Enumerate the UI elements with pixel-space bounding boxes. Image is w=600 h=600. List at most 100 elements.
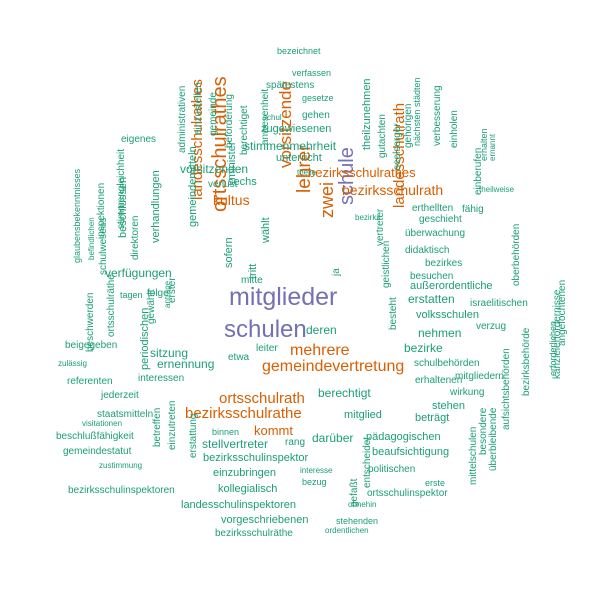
word-verfuegungen: verfügungen bbox=[105, 266, 172, 280]
word-vorsitzenden: vorsitzenden bbox=[180, 162, 249, 176]
word-bezirksschulrathes: bezirksschulrathes bbox=[308, 165, 416, 180]
word-bezug: bezug bbox=[302, 477, 327, 487]
word-ernennung: ernennung bbox=[157, 357, 215, 371]
word-mitglieder: mitglieder bbox=[229, 283, 338, 311]
word-bezirkes: bezirkes bbox=[425, 258, 463, 269]
word-bezirksschulrathe: bezirksschulrathe bbox=[185, 405, 302, 422]
word-gehen: gehen bbox=[302, 110, 330, 121]
word-betraegt: beträgt bbox=[415, 412, 450, 424]
word-verlust: verlust bbox=[208, 179, 238, 190]
word-gesetze: gesetze bbox=[302, 93, 334, 103]
word-gutachten: gutachten bbox=[377, 114, 388, 158]
word-kollegialisch: kollegialisch bbox=[218, 483, 278, 495]
word-ortsschulinspektor: ortsschulinspektor bbox=[367, 488, 448, 499]
word-bezirksschulinspektoren: bezirksschulinspektoren bbox=[68, 485, 175, 496]
word-befindlichen: befindlichen bbox=[87, 217, 96, 260]
word-erstattung: erstattung bbox=[188, 413, 199, 458]
word-deren: deren bbox=[306, 323, 337, 337]
word-interesse: interesse bbox=[300, 466, 333, 475]
word-darueber: darüber bbox=[312, 431, 354, 445]
word-verzug: verzug bbox=[476, 321, 507, 332]
word-verbesserung: verbesserung bbox=[432, 85, 443, 146]
word-besuchen: besuchen bbox=[410, 271, 454, 282]
word-geschieht: geschieht bbox=[419, 214, 462, 225]
word-gemeindevertretung: gemeindevertretung bbox=[262, 358, 405, 375]
word-rang: rang bbox=[285, 437, 306, 448]
word-volksschulen: volksschulen bbox=[416, 309, 479, 321]
word-erste: erste bbox=[425, 478, 446, 488]
word-schulbehoerden: schulbehörden bbox=[414, 358, 480, 369]
word-ja: ja bbox=[331, 268, 342, 276]
word-theile: theile bbox=[297, 168, 317, 177]
word-zulaessig: zulässig bbox=[58, 359, 87, 368]
word-einzustellen: einzustellen bbox=[193, 82, 204, 135]
word-stimmenmehrheit: stimmenmehrheit bbox=[244, 139, 337, 153]
word-gemeindestatut: gemeindestatut bbox=[63, 446, 132, 457]
word-sitzung: sitzung bbox=[150, 346, 189, 360]
word-direktoren: direktoren bbox=[130, 215, 141, 260]
word-bezirksschulinspektor: bezirksschulinspektor bbox=[203, 452, 309, 464]
word-anwesenheit: anwesenheit bbox=[260, 88, 271, 145]
word-referenten: referenten bbox=[67, 376, 113, 387]
word-administrativen: administrativen bbox=[177, 85, 188, 153]
word-visitationen: visitationen bbox=[82, 419, 123, 428]
word-naechsten-staedten: nächsten städten bbox=[412, 77, 422, 146]
word-folge: folge bbox=[147, 288, 169, 299]
word-stehenden: stehenden bbox=[336, 516, 379, 526]
word-leiter: leiter bbox=[256, 343, 278, 354]
word-glaubensbekenntnisses: glaubensbekenntnisses bbox=[72, 168, 82, 263]
word-wirkung: wirkung bbox=[450, 387, 485, 398]
word-etwa: etwa bbox=[228, 352, 250, 363]
word-erstatten: erstatten bbox=[408, 292, 455, 306]
word-mitte: mitte bbox=[241, 275, 263, 286]
word-einzutreten: einzutreten bbox=[167, 400, 178, 450]
word-interessen: interessen bbox=[138, 373, 185, 384]
word-einzubringen: einzubringen bbox=[213, 467, 276, 479]
word-bezirks: bezirks bbox=[355, 213, 381, 222]
word-erthellten: erthellten bbox=[412, 203, 454, 214]
word-erforderlichen: erforderlichen bbox=[548, 320, 558, 376]
word-befoerderung: beförderung bbox=[224, 94, 235, 148]
word-schulwesens: schulwesens bbox=[98, 217, 109, 275]
word-ueberwachung: überwachung bbox=[405, 228, 466, 239]
word-zwei: zwei bbox=[317, 181, 337, 218]
word-ortsschulrath: ortsschulrath bbox=[219, 390, 305, 407]
word-berechtiget: berechtiget bbox=[239, 105, 250, 155]
word-ernannt: ernannt bbox=[488, 133, 497, 161]
word-bezirksschulraethe: bezirksschulräthe bbox=[215, 528, 293, 539]
word-landesschulinspektoren: landesschulinspektoren bbox=[181, 499, 296, 511]
word-jederzeit: jederzeit bbox=[101, 390, 139, 401]
word-theilzunehmen: theilzunehmen bbox=[361, 78, 373, 150]
word-ohnehin: ohnehin bbox=[348, 500, 377, 509]
word-entscheidet: entscheidet bbox=[362, 436, 373, 488]
word-beigegeben: beigegeben bbox=[65, 340, 118, 351]
word-gewaehlt: gewählt bbox=[146, 289, 157, 324]
word-mittelschulen: mittelschulen bbox=[468, 426, 479, 485]
word-stehen: stehen bbox=[432, 400, 466, 412]
word-waehlt: wählt bbox=[260, 217, 272, 243]
word-besteht: besteht bbox=[388, 297, 399, 330]
word-israelitischen: israelitischen bbox=[470, 298, 528, 309]
word-verfassen: verfassen bbox=[292, 68, 332, 78]
word-mitgliedern: mitgliedern bbox=[455, 371, 504, 382]
word-beaufsichtigung: beaufsichtigung bbox=[372, 446, 450, 458]
word-eigenes: eigenes bbox=[121, 134, 157, 145]
word-beschwerden: beschwerden bbox=[85, 292, 96, 352]
word-paedagogischen: pädagogischen bbox=[366, 431, 441, 443]
word-aufsichtsbehoerden: aufsichtsbehörden bbox=[501, 348, 512, 430]
word-kommt: kommt bbox=[254, 423, 293, 438]
word-erhaltenen: erhaltenen bbox=[415, 375, 463, 386]
word-sechs: sechs bbox=[228, 176, 257, 188]
word-erster: erster bbox=[167, 277, 178, 303]
word-beschlussfaehigkeit: beschlußfähigkeit bbox=[56, 431, 134, 442]
word-bezeichnet: bezeichnet bbox=[277, 46, 321, 56]
word-didaktisch: didaktisch bbox=[405, 245, 450, 256]
word-sofern: sofern bbox=[223, 237, 235, 268]
word-einholen: einholen bbox=[449, 110, 460, 148]
word-ueberbleibende: überbleibende bbox=[488, 407, 499, 471]
word-zugewiesenen: zugewiesenen bbox=[261, 123, 332, 135]
word-besondere: besondere bbox=[478, 407, 489, 455]
word-theilweise: theilweise bbox=[479, 185, 515, 194]
word-tritt: tritt bbox=[247, 263, 259, 279]
